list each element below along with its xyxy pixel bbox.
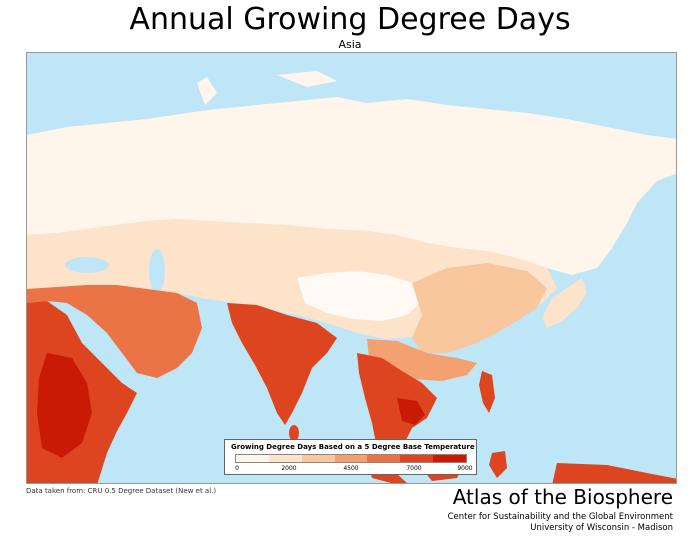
legend-tick: 0: [235, 465, 239, 472]
legend-tick: 4500: [343, 465, 359, 472]
caspian-sea: [149, 249, 165, 293]
china-region: [412, 263, 547, 353]
map-canvas: [27, 53, 676, 483]
legend-color-bar: [235, 454, 467, 463]
map-subtitle: Asia: [338, 38, 362, 51]
indochina-core: [397, 398, 425, 425]
legend-swatch: [433, 455, 467, 462]
legend-swatch: [301, 455, 335, 462]
sri-lanka: [289, 425, 299, 441]
university-name: University of Wisconsin - Madison: [530, 523, 673, 533]
korea-peninsula: [505, 291, 525, 321]
map-legend: Growing Degree Days Based on a 5 Degree …: [224, 439, 477, 475]
legend-swatch: [236, 455, 269, 462]
data-source-note: Data taken from: CRU 0.5 Degree Dataset …: [26, 487, 217, 495]
legend-tick: 2000: [281, 465, 297, 472]
map-title: Annual Growing Degree Days: [129, 2, 571, 37]
atlas-title: Atlas of the Biosphere: [452, 485, 673, 509]
center-name: Center for Sustainability and the Global…: [447, 512, 673, 522]
japan-islands: [542, 278, 587, 328]
arctic-islands: [277, 71, 337, 87]
new-guinea: [552, 463, 676, 483]
siberia-region: [27, 97, 676, 275]
map-panel[interactable]: [26, 52, 677, 484]
tibet-plateau: [297, 271, 422, 321]
philippines: [479, 371, 495, 413]
black-sea: [65, 257, 109, 273]
legend-tick: 7000: [406, 465, 422, 472]
legend-title: Growing Degree Days Based on a 5 Degree …: [231, 443, 475, 451]
southeast-asia-region: [357, 353, 437, 463]
legend-swatch: [268, 455, 302, 462]
sulawesi: [489, 451, 507, 478]
legend-swatch: [400, 455, 434, 462]
india-region: [227, 303, 337, 425]
africa-core: [37, 353, 92, 458]
legend-swatch: [334, 455, 368, 462]
novaya-zemlya: [197, 77, 217, 105]
legend-swatch: [367, 455, 401, 462]
arabia-region: [27, 285, 202, 378]
legend-tick: 9000: [457, 465, 473, 472]
